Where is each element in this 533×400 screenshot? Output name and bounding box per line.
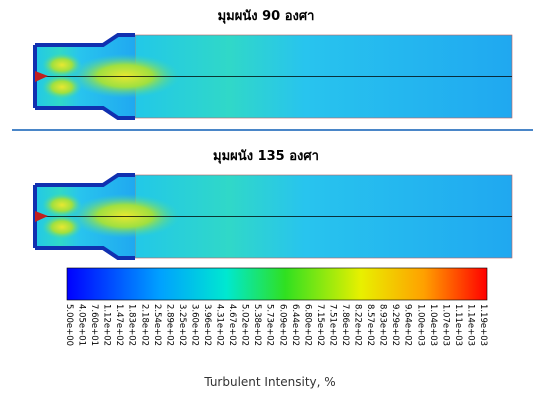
tick-label: 1.47e+02 (114, 304, 124, 346)
colorbar-label: Turbulent Intensity, % (203, 375, 335, 389)
panel-title: มุมผนัง 135 องศา (213, 149, 319, 164)
tick-label: 6.80e+02 (302, 304, 312, 346)
tick-label: 1.12e+02 (102, 304, 112, 346)
tick-label: 7.51e+02 (327, 304, 337, 346)
tick-label: 1.00e+03 (415, 304, 425, 346)
tick-label: 1.19e+03 (478, 304, 488, 346)
tick-label: 1.04e+03 (428, 304, 438, 346)
tick-label: 2.18e+02 (139, 304, 149, 346)
tick-label: 4.67e+02 (227, 304, 237, 346)
contour-plot (35, 35, 512, 118)
tick-label: 7.60e+01 (89, 304, 99, 346)
tick-label: 2.54e+02 (152, 304, 162, 346)
contour-plot (35, 175, 512, 258)
tick-label: 3.96e+02 (202, 304, 212, 346)
tick-label: 9.64e+02 (403, 304, 413, 346)
tick-label: 1.11e+03 (453, 304, 463, 346)
tick-label: 5.00e+00 (64, 304, 74, 346)
tick-label: 1.83e+02 (127, 304, 137, 346)
tick-label: 8.57e+02 (365, 304, 375, 346)
tick-label: 4.31e+02 (215, 304, 225, 346)
tick-label: 2.89e+02 (164, 304, 174, 346)
tick-label: 6.44e+02 (290, 304, 300, 346)
tick-label: 3.60e+02 (189, 304, 199, 346)
tick-label: 1.14e+03 (465, 304, 475, 346)
tick-label: 5.02e+02 (240, 304, 250, 346)
tick-label: 7.86e+02 (340, 304, 350, 346)
tick-label: 7.15e+02 (315, 304, 325, 346)
tick-label: 3.25e+02 (177, 304, 187, 346)
tick-label: 8.22e+02 (353, 304, 363, 346)
tick-label: 6.09e+02 (277, 304, 287, 346)
panel-title: มุมผนัง 90 องศา (218, 9, 315, 24)
tick-label: 1.07e+03 (440, 304, 450, 346)
tick-label: 8.93e+02 (378, 304, 388, 346)
tick-label: 5.38e+02 (252, 304, 262, 346)
colorbar (67, 268, 487, 300)
tick-label: 9.29e+02 (390, 304, 400, 346)
tick-label: 5.73e+02 (265, 304, 275, 346)
tick-label: 4.05e+01 (77, 304, 87, 346)
figure: มุมผนัง 90 องศา มุมผนัง 135 องศา 5.00e+0… (0, 0, 533, 400)
